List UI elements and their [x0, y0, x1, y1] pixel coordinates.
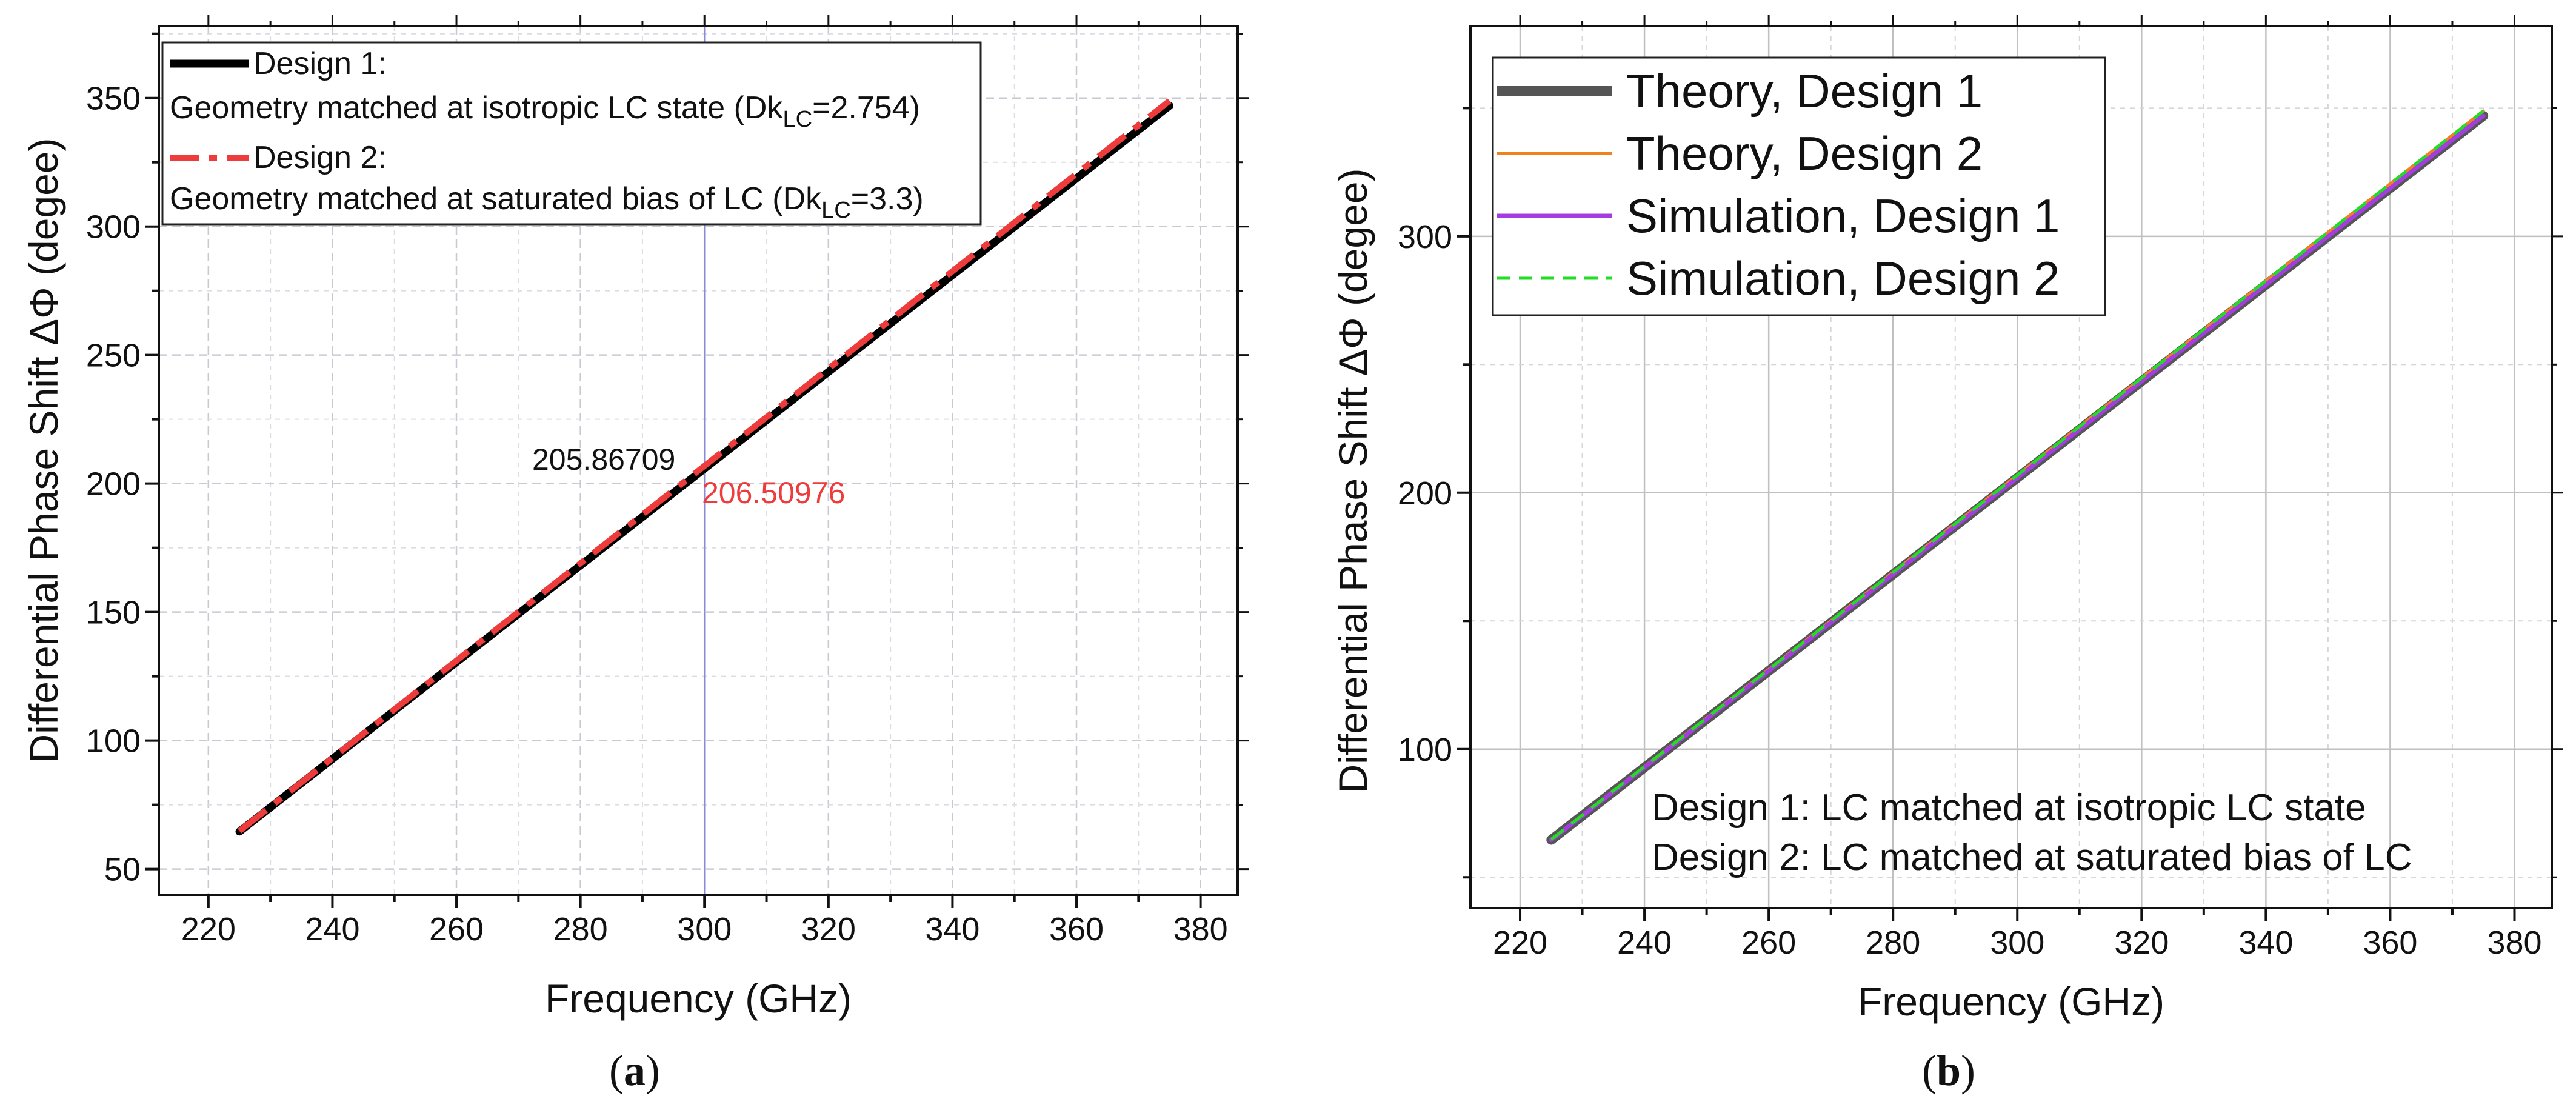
- note-design-2: Design 2: LC matched at saturated bias o…: [1652, 837, 2412, 878]
- legend-b: Theory, Design 1 Theory, Design 2 Simula…: [1492, 56, 2106, 316]
- legend-label-theory-design-2: Theory, Design 2: [1626, 127, 1983, 180]
- legend-label-theory-design-1: Theory, Design 1: [1626, 64, 1983, 118]
- legend-desc-design-1: Geometry matched at isotropic LC state (…: [170, 90, 920, 132]
- x-tick-label: 220: [181, 911, 236, 948]
- x-tick-label: 300: [1990, 924, 2044, 961]
- legend-desc-design-2: Geometry matched at saturated bias of LC…: [170, 181, 924, 223]
- y-tick-label: 350: [86, 81, 141, 117]
- y-axis-label-b: Differential Phase Shift ΔΦ (degee): [1330, 168, 1375, 793]
- series-line-simulation-design-2: [1550, 110, 2484, 841]
- y-tick-label: 250: [86, 338, 141, 374]
- series-lines-b: [1546, 109, 2489, 845]
- chart-panel-a: 220 240 260 280 300 320 340 360 380 50 100 150 200 25…: [21, 15, 1249, 1095]
- x-tick-label: 340: [2238, 924, 2293, 961]
- plot-frame-b: [1469, 25, 2553, 909]
- axis-ticks-b: 220 240 260 280 300 320 340 360 380 100 200 300: [1398, 15, 2563, 961]
- legend-label-design-2: Design 2:: [253, 140, 387, 175]
- annotation-design-1-value: 205.86709: [532, 443, 675, 476]
- x-tick-label: 360: [1049, 911, 1104, 948]
- x-axis-label-a: Frequency (GHz): [545, 976, 852, 1021]
- x-tick-label: 380: [1173, 911, 1228, 948]
- y-tick-label: 200: [1398, 475, 1452, 512]
- x-tick-label: 320: [801, 911, 856, 948]
- series-line-simulation-design-1: [1549, 113, 2486, 842]
- x-tick-label: 380: [2487, 924, 2541, 961]
- y-tick-label: 50: [104, 852, 141, 888]
- caption-b: (b): [1922, 1046, 1975, 1095]
- x-tick-label: 320: [2114, 924, 2169, 961]
- x-tick-label: 280: [553, 911, 608, 948]
- x-tick-label: 280: [1866, 924, 1920, 961]
- x-tick-label: 300: [677, 911, 732, 948]
- x-tick-label: 360: [2363, 924, 2417, 961]
- y-tick-label: 300: [86, 209, 141, 246]
- series-lines-a: [235, 98, 1173, 836]
- axis-ticks-a: 220 240 260 280 300 320 340 360 380 50 100 150 200 25…: [86, 15, 1249, 948]
- series-line-design-2: [237, 98, 1172, 834]
- legend-a: Design 1: Geometry matched at isotropic …: [161, 41, 982, 226]
- caption-a: (a): [609, 1046, 660, 1095]
- x-tick-label: 260: [429, 911, 484, 948]
- y-axis-label-a: Differential Phase Shift ΔΦ (degee): [21, 138, 66, 763]
- x-tick-label: 340: [925, 911, 979, 948]
- note-design-1: Design 1: LC matched at isotropic LC sta…: [1652, 787, 2366, 829]
- legend-label-simulation-design-1: Simulation, Design 1: [1626, 189, 2060, 242]
- legend-label-simulation-design-2: Simulation, Design 2: [1626, 252, 2060, 305]
- x-tick-label: 240: [1617, 924, 1672, 961]
- legend-box-a: [161, 41, 982, 226]
- chart-panel-b: 220 240 260 280 300 320 340 360 380 100 200 300 The…: [1330, 15, 2563, 1095]
- x-tick-label: 240: [305, 911, 359, 948]
- x-tick-label: 220: [1493, 924, 1547, 961]
- y-tick-label: 200: [86, 466, 141, 503]
- y-tick-label: 300: [1398, 219, 1452, 255]
- legend-label-design-1: Design 1:: [253, 46, 387, 81]
- x-tick-label: 260: [1741, 924, 1796, 961]
- plot-frame-a: [158, 25, 1239, 896]
- y-tick-label: 150: [86, 595, 141, 631]
- y-tick-label: 100: [1398, 732, 1452, 768]
- legend-box-b: [1492, 56, 2106, 316]
- y-tick-label: 100: [86, 723, 141, 760]
- annotation-design-2-value: 206.50976: [702, 476, 845, 510]
- x-axis-label-b: Frequency (GHz): [1858, 979, 2164, 1024]
